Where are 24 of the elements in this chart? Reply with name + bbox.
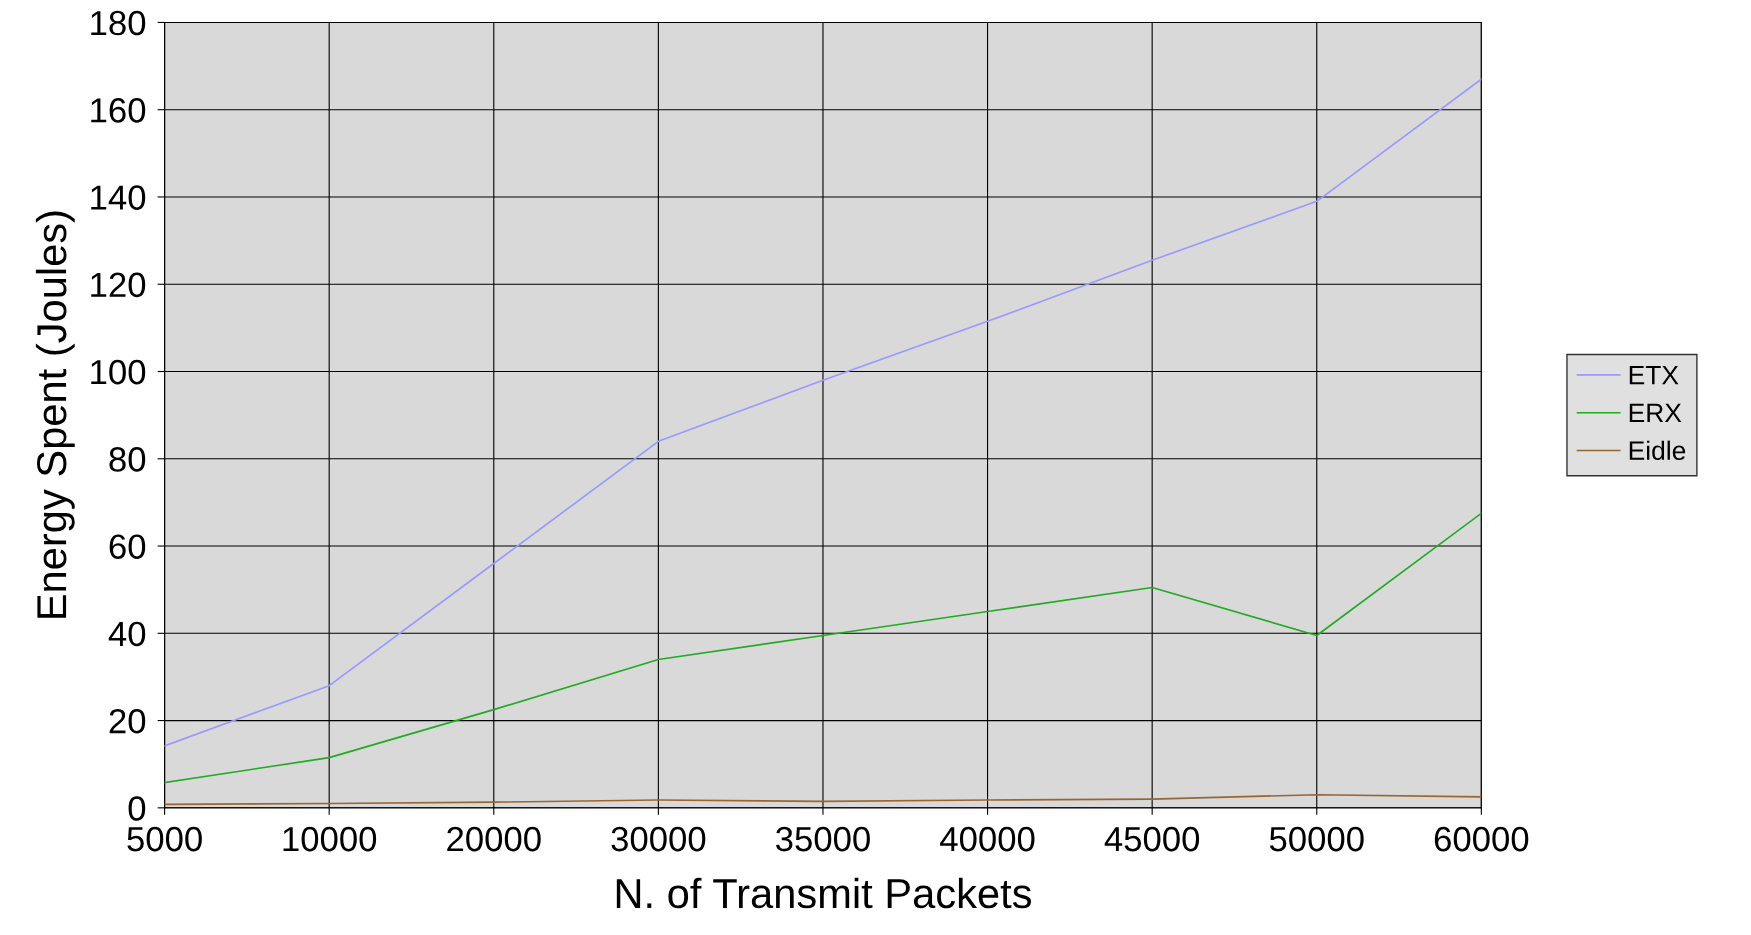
legend-label: ERX: [1629, 403, 1682, 422]
x-tick-label: 40000: [940, 826, 1035, 852]
y-tick-label: 20: [109, 708, 146, 734]
x-tick-label: 20000: [447, 826, 541, 852]
y-tick-label: 120: [91, 272, 146, 298]
x-tick-label: 50000: [1269, 826, 1364, 852]
y-tick-label: 180: [91, 10, 146, 36]
x-tick-label: 60000: [1434, 826, 1529, 852]
y-tick-label: 40: [108, 621, 146, 647]
y-tick-label: 0: [128, 796, 146, 821]
x-tick-label: 10000: [283, 826, 377, 852]
y-axis-title: Energy Spent (Joules): [35, 211, 75, 618]
y-tick-label: 80: [109, 447, 146, 472]
x-tick-label: 30000: [611, 826, 706, 852]
x-tick-label: 5000: [127, 826, 202, 852]
y-tick-label: 160: [91, 98, 146, 123]
legend-label: ETX: [1629, 366, 1679, 385]
x-tick-label: 45000: [1104, 826, 1200, 852]
x-axis-title: N. of Transmit Packets: [616, 877, 1032, 909]
y-tick-label: 60: [109, 534, 146, 559]
y-tick-label: 100: [91, 359, 146, 385]
legend-label: Eidle: [1629, 440, 1686, 461]
y-tick-label: 140: [91, 185, 146, 210]
x-tick-label: 35000: [776, 826, 870, 852]
